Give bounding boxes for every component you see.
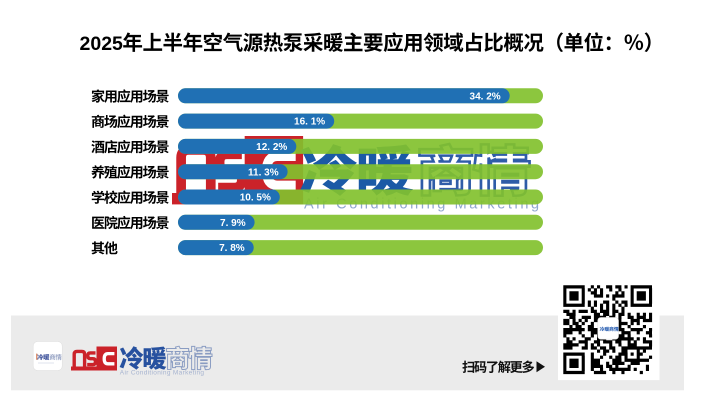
svg-text:7. 9%: 7. 9% bbox=[220, 218, 246, 229]
svg-text:10. 5%: 10. 5% bbox=[240, 193, 271, 204]
svg-text:16. 1%: 16. 1% bbox=[294, 117, 325, 128]
svg-text:12. 2%: 12. 2% bbox=[256, 142, 287, 153]
svg-text:2025: 2025 bbox=[80, 33, 124, 55]
svg-text:Air Conditioning Marketing: Air Conditioning Marketing bbox=[120, 369, 205, 376]
svg-text:11. 3%: 11. 3% bbox=[248, 167, 279, 178]
svg-text:34. 2%: 34. 2% bbox=[470, 91, 501, 102]
svg-text:7. 8%: 7. 8% bbox=[219, 243, 245, 254]
